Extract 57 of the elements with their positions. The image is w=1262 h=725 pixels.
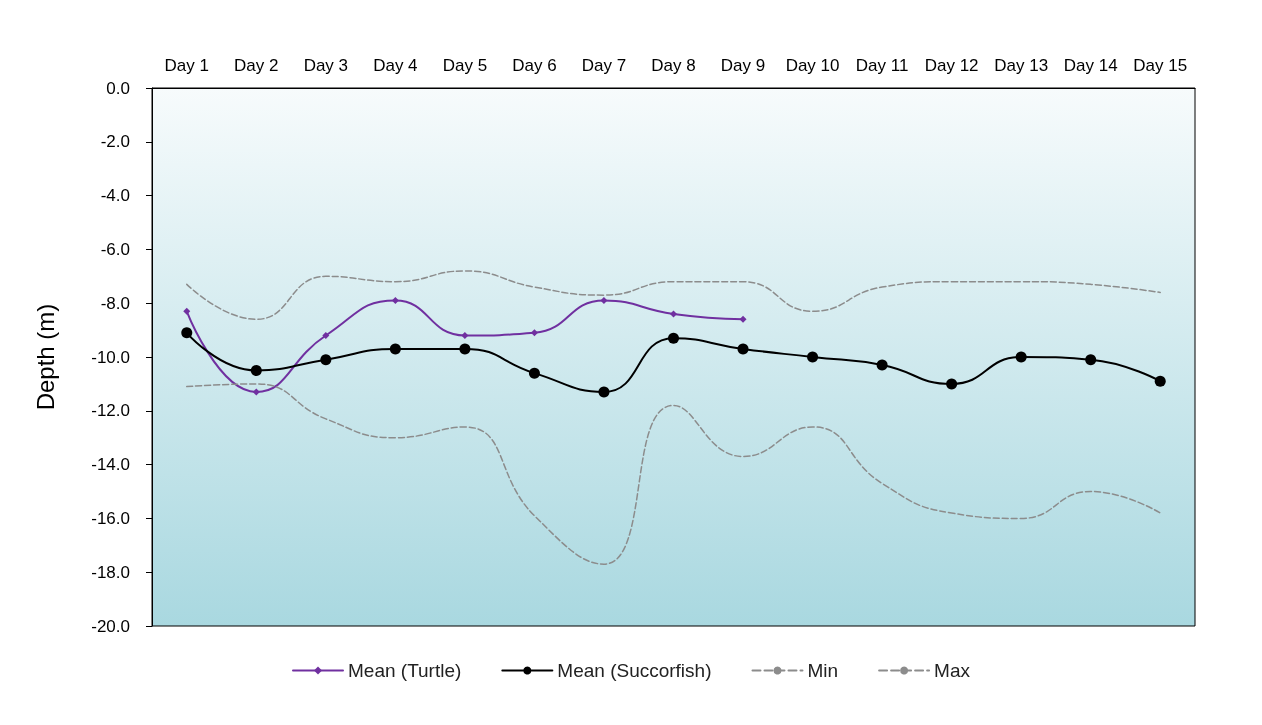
point [530, 329, 538, 337]
y-tick-label: -12.0 [91, 401, 130, 421]
point [807, 351, 819, 363]
x-tick-label: Day 11 [855, 56, 909, 75]
point [250, 364, 262, 376]
x-tick-label: Day 8 [651, 56, 696, 75]
x-tick-label: Day 12 [924, 56, 979, 75]
y-axis-title: Depth (m) [31, 303, 59, 411]
point [600, 297, 608, 305]
y-tick-label: 0.0 [106, 78, 130, 98]
point [252, 388, 260, 396]
y-tick-label: -20.0 [91, 616, 130, 636]
point [737, 343, 749, 355]
point [322, 331, 330, 339]
x-tick-label: Day 6 [512, 56, 557, 75]
point [320, 354, 332, 366]
legend-label: Max [934, 660, 971, 681]
line-series [186, 383, 1161, 565]
y-tick-label: -16.0 [91, 508, 130, 528]
point [876, 359, 888, 371]
point [1015, 351, 1027, 363]
point [183, 307, 191, 315]
x-tick-label: Day 9 [720, 56, 766, 75]
x-tick-label: Day 13 [994, 56, 1049, 75]
x-tick-label: Day 4 [373, 56, 418, 75]
y-tick-label: -4.0 [100, 186, 130, 206]
point [181, 327, 193, 339]
y-tick-label: -2.0 [100, 132, 130, 152]
point [1154, 375, 1166, 387]
x-tick-label: Day 2 [234, 56, 279, 75]
y-tick-label: -10.0 [91, 347, 130, 367]
x-tick-label: Day 1 [164, 56, 209, 75]
point [739, 315, 747, 323]
point [461, 331, 469, 339]
x-tick-label: Day 3 [303, 56, 349, 75]
x-tick-label: Day 15 [1133, 56, 1188, 75]
x-tick-label: Day 14 [1063, 56, 1118, 75]
point [391, 297, 399, 305]
point [528, 367, 540, 379]
point [598, 386, 610, 398]
y-tick-label: -8.0 [100, 293, 130, 313]
legend-label: Mean (Turtle) [348, 660, 462, 681]
legend-label: Mean (Succorfish) [557, 660, 712, 681]
x-tick-label: Day 5 [442, 56, 488, 75]
y-tick-label: -6.0 [100, 239, 130, 259]
point [668, 332, 679, 344]
legend-label: Min [807, 660, 839, 681]
x-tick-label: Day 7 [581, 56, 627, 75]
point [1085, 354, 1097, 366]
x-tick-label: Day 10 [785, 56, 840, 75]
point [946, 378, 958, 390]
point [670, 310, 677, 318]
point [389, 343, 401, 355]
point [459, 343, 471, 355]
y-tick-label: -14.0 [91, 455, 130, 475]
y-tick-label: -18.0 [91, 562, 130, 582]
line-series [186, 270, 1161, 321]
